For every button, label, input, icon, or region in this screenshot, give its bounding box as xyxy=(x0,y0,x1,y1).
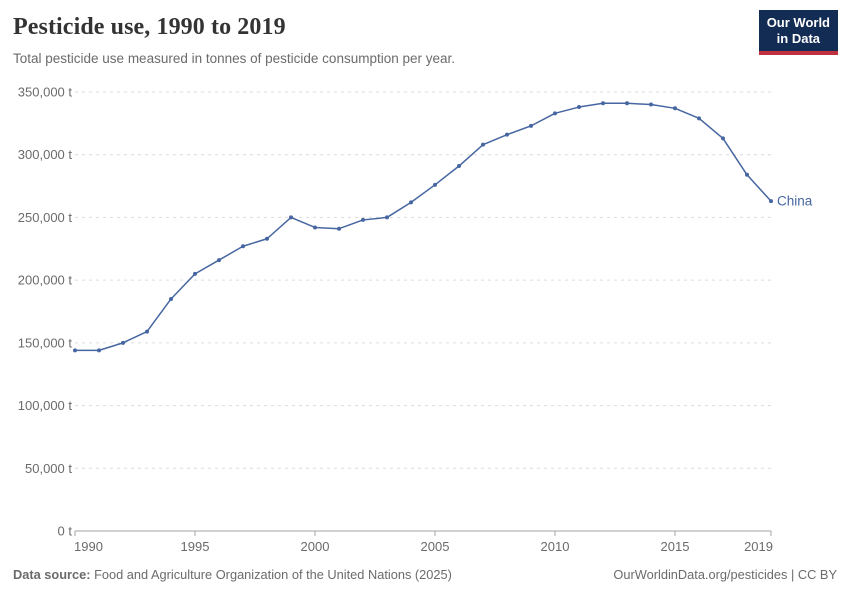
y-axis-label: 0 t xyxy=(58,524,73,539)
data-point-1998 xyxy=(265,236,269,241)
data-point-1994 xyxy=(169,296,173,301)
data-point-2012 xyxy=(601,101,605,106)
data-point-2000 xyxy=(313,225,317,230)
y-axis-label: 150,000 t xyxy=(18,335,73,350)
data-point-1993 xyxy=(145,329,149,334)
chart-footer: Data source: Food and Agriculture Organi… xyxy=(13,567,837,582)
data-point-1990 xyxy=(73,348,77,353)
x-axis-label: 2005 xyxy=(421,539,450,554)
chart-subtitle: Total pesticide use measured in tonnes o… xyxy=(13,51,456,66)
data-source-text: Food and Agriculture Organization of the… xyxy=(90,567,452,582)
data-point-2006 xyxy=(457,164,461,169)
data-source-note: Data source: Food and Agriculture Organi… xyxy=(13,567,452,582)
data-point-2004 xyxy=(409,200,413,205)
data-point-1992 xyxy=(121,340,125,345)
y-axis-label: 300,000 t xyxy=(18,147,73,162)
data-point-2003 xyxy=(385,215,389,220)
data-point-2017 xyxy=(721,136,725,141)
page-title: Pesticide use, 1990 to 2019 xyxy=(13,14,286,40)
x-axis-label: 2019 xyxy=(744,539,773,554)
data-point-2019 xyxy=(769,199,773,204)
data-point-2015 xyxy=(673,106,677,111)
data-point-2007 xyxy=(481,142,485,147)
data-point-2005 xyxy=(433,182,437,187)
data-point-1999 xyxy=(289,215,293,220)
x-axis-label: 2000 xyxy=(301,539,330,554)
y-axis-label: 100,000 t xyxy=(18,398,73,413)
owid-logo: Our World in Data xyxy=(758,10,838,55)
data-point-1995 xyxy=(193,271,197,276)
data-point-2009 xyxy=(529,123,533,128)
data-point-2008 xyxy=(505,132,509,137)
y-axis-label: 50,000 t xyxy=(25,461,72,476)
y-axis-label: 200,000 t xyxy=(18,273,73,288)
x-axis-label: 1990 xyxy=(74,539,103,554)
series-end-label: China xyxy=(777,194,813,209)
y-axis-label: 350,000 t xyxy=(18,85,73,100)
x-axis-label: 2010 xyxy=(541,539,570,554)
data-point-2001 xyxy=(337,226,341,231)
data-point-2018 xyxy=(745,172,749,177)
data-point-2016 xyxy=(697,116,701,121)
data-point-1996 xyxy=(217,258,221,263)
data-point-2014 xyxy=(649,102,653,107)
series-line-china xyxy=(74,102,772,352)
owid-logo-line2: in Data xyxy=(776,31,821,46)
data-point-2013 xyxy=(625,101,629,106)
owid-logo-line1: Our World xyxy=(766,15,830,30)
x-axis-label: 1995 xyxy=(181,539,210,554)
data-point-2002 xyxy=(361,217,365,222)
data-point-2011 xyxy=(577,105,581,110)
data-point-1997 xyxy=(241,244,245,249)
data-point-2010 xyxy=(553,111,557,116)
data-point-1991 xyxy=(97,348,101,353)
credit-note: OurWorldinData.org/pesticides | CC BY xyxy=(613,567,837,582)
y-axis-label: 250,000 t xyxy=(18,210,73,225)
data-source-label: Data source: xyxy=(13,567,91,582)
x-axis-label: 2015 xyxy=(661,539,690,554)
